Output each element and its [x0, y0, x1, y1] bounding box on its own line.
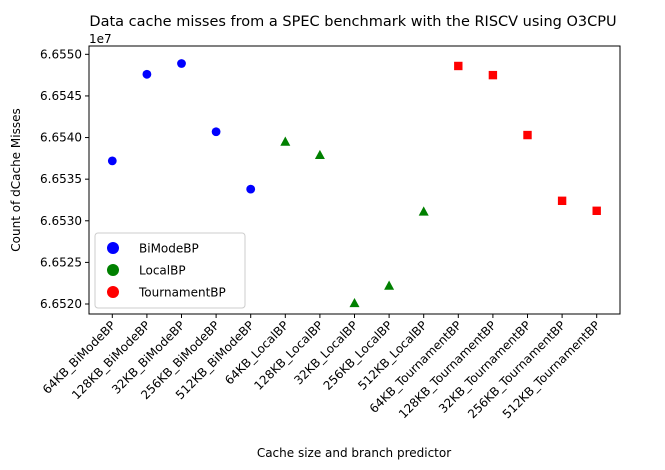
- y-tick-label: 6.6530: [40, 214, 82, 228]
- data-point: [314, 149, 325, 160]
- data-point: [488, 70, 498, 80]
- data-point: [592, 206, 601, 215]
- y-axis-label: Count of dCache Misses: [9, 108, 23, 251]
- data-point: [246, 184, 256, 194]
- data-point: [523, 130, 532, 140]
- y-tick-label: 6.6540: [40, 131, 82, 145]
- legend-label: TournamentBP: [138, 286, 226, 300]
- legend: BiModeBP LocalBP TournamentBP: [94, 232, 246, 309]
- legend-label: LocalBP: [139, 264, 186, 278]
- data-point: [454, 61, 463, 71]
- data-points: [107, 59, 601, 308]
- data-point: [142, 69, 152, 79]
- y-tick-label: 6.6535: [40, 172, 82, 186]
- y-tick-label: 6.6525: [40, 255, 82, 269]
- x-axis: 64KB_BiModeBP128KB_BiModeBP32KB_BiModeBP…: [40, 314, 603, 421]
- y-tick-label: 6.6520: [40, 297, 82, 311]
- data-point: [557, 196, 567, 206]
- data-point: [384, 280, 395, 290]
- legend-marker: [107, 242, 119, 254]
- chart-title: Data cache misses from a SPEC benchmark …: [89, 14, 616, 30]
- legend-marker: [107, 286, 119, 298]
- data-point: [418, 206, 429, 216]
- data-point: [211, 127, 221, 137]
- y-tick-label: 6.6550: [40, 47, 82, 61]
- data-point: [107, 156, 117, 166]
- y-offset-label: 1e7: [89, 32, 112, 46]
- legend-box: [94, 232, 246, 309]
- data-point: [349, 297, 360, 308]
- data-point: [280, 136, 291, 146]
- data-point: [177, 59, 186, 68]
- legend-marker: [107, 264, 119, 276]
- legend-label: BiModeBP: [139, 242, 199, 256]
- y-axis: 6.6520 6.6525 6.6530 6.6535 6.6540 6.6545 6.65…: [40, 47, 89, 311]
- x-axis-label: Cache size and branch predictor: [257, 446, 451, 460]
- y-tick-label: 6.6545: [40, 89, 82, 103]
